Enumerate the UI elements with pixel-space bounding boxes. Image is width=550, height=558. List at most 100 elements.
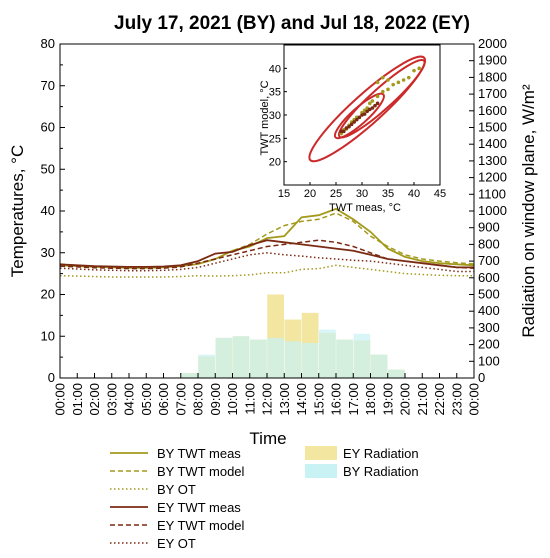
y2-tick-label: 1400 — [478, 136, 507, 151]
inset-y-tick-label: 20 — [269, 157, 281, 169]
scatter-point-ey — [365, 109, 370, 114]
legend: BY TWT meas BY TWT model BY OT EY TWT meas E… — [110, 446, 419, 551]
x-tick-label: 12:00 — [260, 383, 275, 416]
y2-tick-label: 1900 — [478, 53, 507, 68]
scatter-point-ey — [349, 122, 354, 127]
confidence-ellipse — [337, 58, 426, 139]
scatter-point-by — [417, 66, 422, 71]
y2-tick-label: 1100 — [478, 186, 506, 201]
inset-y-axis-label: TWT model, °C — [259, 80, 271, 155]
scatter-point-ey — [375, 101, 380, 106]
scatter-point-ey — [373, 103, 377, 108]
scatter-point-by — [375, 80, 380, 85]
y2-tick-label: 1300 — [478, 153, 507, 168]
x-tick-label: 10:00 — [225, 383, 240, 416]
temperature-lines — [59, 207, 475, 278]
bar-by-radiation — [250, 339, 267, 378]
x-tick-label: 07:00 — [173, 383, 188, 416]
bar-by-radiation — [284, 341, 302, 378]
inset-y-tick-label: 30 — [269, 110, 281, 122]
scatter-point-by — [381, 89, 385, 94]
y-tick-label: 30 — [41, 245, 55, 260]
inset-plot: 15 20 25 30 35 40 45 20 25 30 35 40 TWT meas, °C TW… — [259, 44, 446, 214]
confidence-ellipse — [308, 55, 427, 163]
x-tick-label: 17:00 — [346, 383, 361, 416]
x-tick-label: 14:00 — [294, 383, 309, 416]
series-line-ey-twt-model — [59, 239, 475, 270]
y2-tick-label: 1800 — [478, 69, 507, 84]
scatter-point-ey — [355, 117, 359, 122]
x-tick-label: 08:00 — [191, 383, 206, 416]
y-tick-label: 50 — [41, 161, 55, 176]
y-tick-label: 0 — [48, 370, 55, 385]
scatter-point-ey — [362, 112, 367, 116]
inset-y-tick-label: 25 — [269, 133, 281, 145]
x-tick-label: 13:00 — [277, 383, 292, 416]
x-tick-label: 05:00 — [139, 383, 154, 416]
main-axes: 0102030405060708001002003004005006007008… — [41, 36, 507, 416]
scatter-point-ey — [370, 106, 375, 110]
y-tick-label: 70 — [41, 78, 55, 93]
scatter-point-by — [368, 101, 372, 106]
series-line-by-ot — [59, 264, 474, 278]
x-tick-label: 00:00 — [467, 383, 482, 416]
x-tick-label: 23:00 — [449, 383, 464, 416]
inset-y-tick-label: 35 — [269, 87, 281, 99]
x-tick-label: 04:00 — [122, 383, 137, 416]
y2-tick-label: 800 — [478, 236, 500, 251]
y-tick-label: 20 — [41, 287, 55, 302]
inset-y-tick-label: 40 — [269, 63, 281, 75]
y-tick-label: 60 — [41, 120, 55, 135]
scatter-point-ey — [339, 129, 344, 134]
x-tick-label: 19:00 — [380, 383, 395, 416]
inset-x-tick-label: 30 — [356, 188, 368, 200]
y2-axis-label: Radiation on window plane, W/m² — [519, 84, 538, 338]
scatter-point-by — [391, 82, 396, 87]
x-tick-label: 02:00 — [87, 383, 102, 416]
bar-by-radiation — [215, 337, 233, 378]
x-tick-label: 18:00 — [363, 383, 378, 416]
chart-title: July 17, 2021 (BY) and Jul 18, 2022 (EY) — [114, 13, 470, 34]
y-tick-label: 10 — [41, 328, 55, 343]
y2-tick-label: 700 — [478, 253, 500, 268]
legend-label: EY TWT model — [157, 518, 245, 533]
scatter-point-ey — [347, 124, 351, 129]
legend-label: BY Radiation — [343, 464, 419, 479]
y2-tick-label: 300 — [478, 320, 500, 335]
x-axis-label: Time — [249, 429, 286, 448]
scatter-point-by — [386, 78, 390, 82]
y2-tick-label: 200 — [478, 337, 500, 352]
x-tick-label: 03:00 — [104, 383, 119, 416]
x-tick-label: 22:00 — [432, 383, 447, 416]
x-tick-label: 01:00 — [70, 383, 85, 416]
y-axis-label: Temperatures, °C — [8, 145, 27, 277]
inset-content — [308, 55, 427, 163]
y2-tick-label: 2000 — [478, 36, 507, 51]
scatter-point-by — [381, 75, 385, 80]
scatter-point-by — [375, 94, 380, 99]
scatter-point-by — [396, 80, 401, 85]
y2-tick-label: 600 — [478, 270, 500, 285]
scatter-point-by — [407, 75, 411, 80]
series-line-ey-twt-meas — [59, 239, 474, 269]
y2-tick-label: 900 — [478, 220, 500, 235]
bar-by-radiation — [181, 372, 198, 378]
x-tick-label: 16:00 — [329, 383, 344, 416]
x-tick-label: 20:00 — [398, 383, 413, 416]
scatter-point-by — [370, 99, 375, 103]
y-tick-label: 80 — [41, 36, 55, 51]
y2-tick-label: 1500 — [478, 120, 507, 135]
scatter-point-by — [401, 78, 406, 82]
legend-label: BY TWT model — [157, 464, 245, 479]
bar-by-radiation — [388, 369, 405, 378]
x-tick-label: 00:00 — [53, 383, 68, 416]
inset-x-tick-label: 40 — [408, 188, 420, 200]
scatter-point-ey — [342, 129, 346, 134]
bar-by-radiation — [319, 329, 336, 378]
inset-x-tick-label: 20 — [304, 188, 316, 200]
series-line-by-twt-meas — [59, 207, 475, 269]
radiation-bars — [181, 294, 405, 378]
scatter-point-by — [386, 87, 390, 92]
legend-label: BY OT — [157, 482, 196, 497]
x-tick-label: 06:00 — [156, 383, 171, 416]
